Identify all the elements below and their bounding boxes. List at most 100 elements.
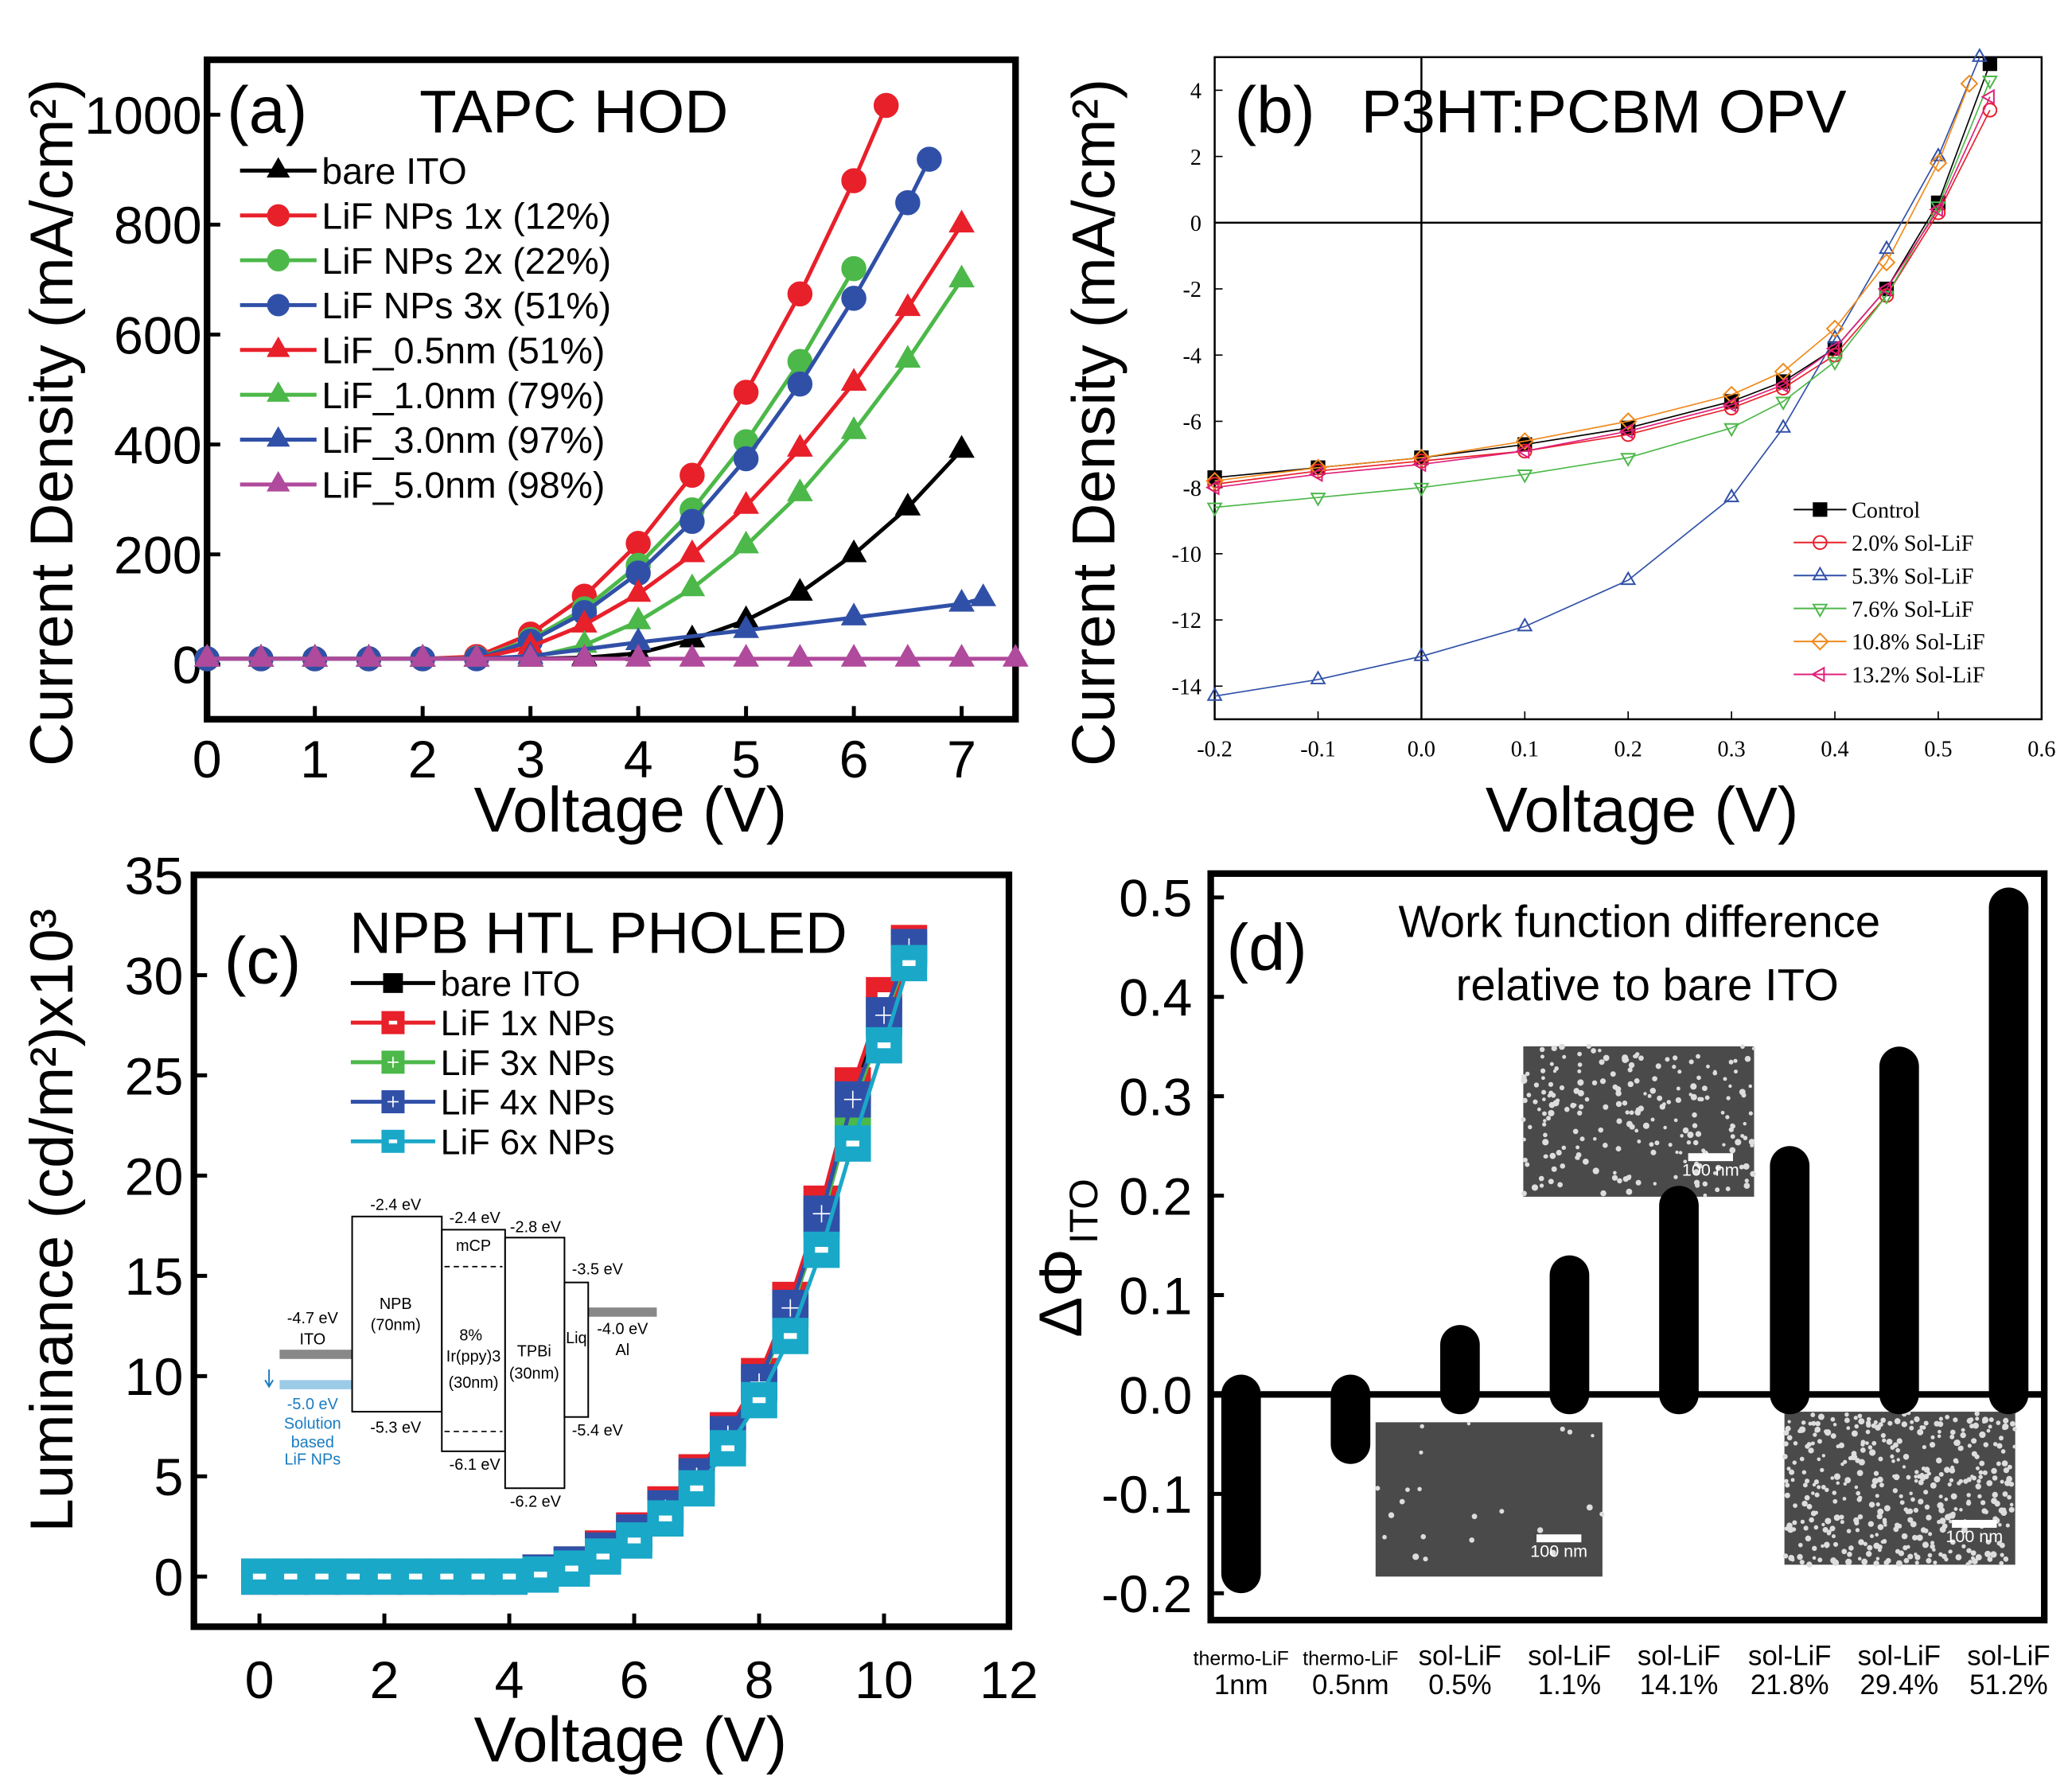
data-point: [193, 644, 220, 667]
legend-marker: [383, 972, 403, 993]
nanoparticle: [1748, 1084, 1753, 1089]
data-point: [302, 644, 329, 667]
nanoparticle: [1783, 1441, 1789, 1447]
nanoparticle: [1543, 1119, 1547, 1123]
x-tick-label: 1: [300, 730, 329, 789]
legend-label: LiF 6x NPs: [441, 1122, 615, 1162]
data-point-inner: [252, 1573, 267, 1580]
nanoparticle: [1880, 1417, 1886, 1424]
data-point: [894, 644, 921, 667]
nanoparticle: [1634, 1128, 1639, 1133]
nanoparticle: [1899, 1494, 1903, 1498]
inset-label: -5.0 eV: [287, 1396, 339, 1413]
nanoparticle: [1785, 1425, 1791, 1432]
nanoparticle: [1735, 1139, 1742, 1146]
nanoparticle: [1696, 1163, 1703, 1169]
data-point: [680, 508, 705, 535]
nanoparticle: [1810, 1412, 1816, 1417]
nanoparticle: [1522, 1097, 1528, 1104]
y-tick-label: -12: [1171, 609, 1201, 633]
scale-bar: [1536, 1534, 1582, 1543]
nanoparticle: [1978, 1470, 1984, 1475]
nanoparticle: [1598, 1048, 1602, 1053]
data-point-inner: [877, 1042, 891, 1049]
data-point: [866, 1027, 902, 1064]
nanoparticle: [1649, 1088, 1657, 1094]
nanoparticle: [1557, 1182, 1564, 1188]
nanoparticle: [1851, 1451, 1857, 1456]
nanoparticle: [1821, 1454, 1826, 1458]
nanoparticle: [1805, 1535, 1812, 1542]
data-point: [1980, 88, 1995, 105]
nanoparticle: [1967, 1443, 1972, 1448]
nanoparticle: [1793, 1503, 1797, 1508]
nanoparticle: [1650, 1149, 1657, 1155]
category-label: thermo-LiF: [1194, 1647, 1289, 1669]
nanoparticle: [1844, 1477, 1852, 1484]
scale-bar-label: 100 nm: [1530, 1541, 1587, 1560]
data-point: [948, 644, 975, 667]
nanoparticle: [1917, 1428, 1924, 1436]
x-tick-label: 6: [839, 730, 869, 789]
plot-frame: [1207, 870, 2048, 1624]
nanoparticle: [1830, 1433, 1836, 1439]
nanoparticle: [1786, 1467, 1791, 1471]
y-tick-label: 1000: [84, 87, 202, 146]
legend-entry: 7.6% Sol-LiF: [1793, 598, 1973, 622]
nanoparticle: [1499, 1509, 1505, 1514]
nanoparticle: [1616, 1118, 1622, 1124]
nanoparticle: [1939, 1517, 1946, 1525]
nanoparticle: [2012, 1444, 2017, 1449]
legend-entry: LiF 1x NPs: [350, 1003, 614, 1043]
nanoparticle: [1857, 1513, 1864, 1520]
x-tick-label: -0.1: [1300, 737, 1336, 762]
nanoparticle: [1960, 1432, 1966, 1439]
inset-label: -3.5 eV: [572, 1261, 624, 1279]
nanoparticle: [1905, 1510, 1910, 1514]
nanoparticle: [1988, 1424, 1992, 1429]
nanoparticle: [1988, 1417, 1994, 1423]
nanoparticle: [1704, 1095, 1710, 1101]
nanoparticle: [1712, 1171, 1717, 1175]
nanoparticle: [1883, 1523, 1887, 1527]
nanoparticle: [1843, 1459, 1848, 1464]
legend-entry: LiF_0.5nm (51%): [240, 329, 605, 371]
nanoparticle: [2012, 1427, 2017, 1432]
data-point: [733, 491, 759, 514]
nanoparticle: [1662, 1102, 1666, 1106]
category-label: sol-LiF: [1419, 1640, 1501, 1671]
nanoparticle: [1871, 1440, 1877, 1446]
nanoparticle: [1992, 1475, 1998, 1481]
nanoparticle: [2007, 1464, 2012, 1470]
legend-label: bare ITO: [321, 150, 466, 192]
y-tick-label: -8: [1183, 477, 1201, 501]
nanoparticle: [1910, 1521, 1917, 1528]
nanoparticle: [1548, 1178, 1554, 1185]
nanoparticle: [1923, 1490, 1929, 1495]
nanoparticle: [1627, 1067, 1633, 1073]
series-13-2-sol-lif: [1205, 88, 1995, 496]
nanoparticle: [1938, 1429, 1941, 1434]
nanoparticle: [1814, 1428, 1819, 1433]
legend-marker-inner: [388, 1139, 398, 1143]
nanoparticle: [1797, 1542, 1803, 1548]
legend-marker: [1813, 502, 1828, 517]
data-point: [1310, 493, 1326, 507]
nanoparticle: [1814, 1492, 1820, 1498]
nanoparticle: [1867, 1545, 1873, 1551]
nanoparticle: [1540, 1054, 1545, 1059]
nanoparticle: [1922, 1444, 1927, 1450]
nanoparticle: [1666, 1100, 1672, 1104]
data-point: [1878, 290, 1895, 305]
category-label: sol-LiF: [1638, 1640, 1720, 1671]
nanoparticle: [1743, 1121, 1747, 1126]
x-tick-label: 7: [947, 730, 976, 789]
series-line: [1214, 96, 1991, 489]
nanoparticle: [1471, 1513, 1478, 1520]
inset-label: mCP: [456, 1237, 491, 1255]
data-point: [1877, 253, 1896, 272]
nanoparticle: [1419, 1450, 1423, 1455]
panel-title: NPB HTL PHOLED: [349, 901, 847, 965]
nanoparticle: [1801, 1500, 1808, 1507]
